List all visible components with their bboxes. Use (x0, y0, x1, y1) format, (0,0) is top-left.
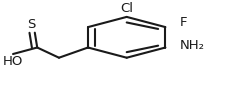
Text: HO: HO (3, 55, 23, 68)
Text: S: S (27, 18, 35, 31)
Text: F: F (180, 16, 187, 29)
Text: NH₂: NH₂ (180, 39, 205, 52)
Text: Cl: Cl (120, 2, 133, 15)
